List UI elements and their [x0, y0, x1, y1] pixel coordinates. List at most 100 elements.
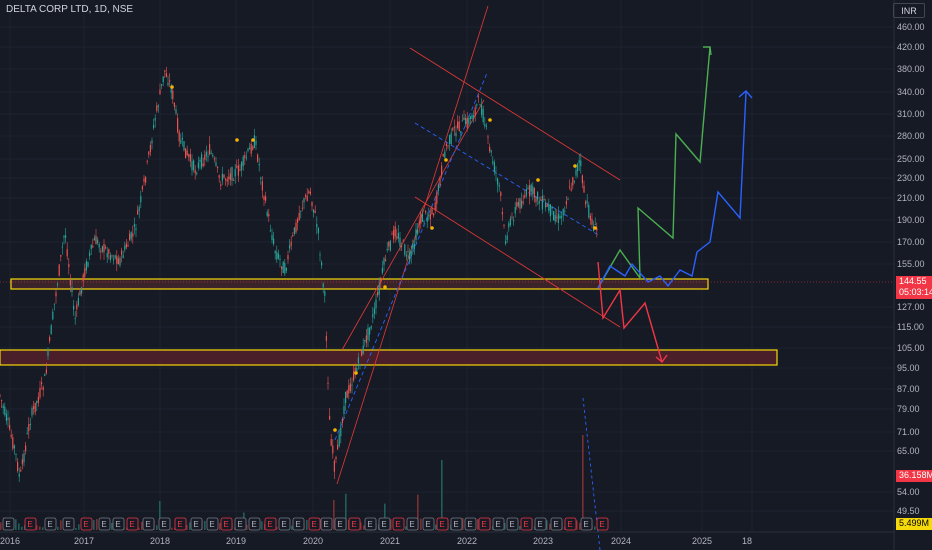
candle-body [287, 255, 289, 260]
candle-body [447, 145, 449, 147]
support-zone-upper[interactable] [10, 278, 709, 290]
earnings-marker[interactable]: E [278, 517, 291, 531]
earnings-marker[interactable]: E [142, 517, 155, 531]
candle-body [121, 250, 123, 255]
earnings-marker[interactable]: E [580, 517, 593, 531]
earnings-marker[interactable]: E [158, 517, 171, 531]
candle-body [396, 236, 398, 239]
earnings-marker[interactable]: E [308, 517, 321, 531]
price-tick-label: 170.00 [897, 237, 925, 247]
candle-body [399, 237, 401, 247]
earnings-marker[interactable]: E [478, 517, 491, 531]
earnings-marker[interactable]: E [492, 517, 505, 531]
currency-button[interactable]: INR [893, 3, 925, 18]
candle-body [37, 396, 39, 403]
symbol-title: DELTA CORP LTD, 1D, NSE [6, 4, 134, 15]
earnings-marker[interactable]: E [174, 517, 187, 531]
earnings-marker[interactable]: E [550, 517, 563, 531]
candle-body [361, 349, 363, 357]
channel-line-3[interactable] [409, 47, 621, 181]
price-tick-label: 420.00 [897, 42, 925, 52]
earnings-marker[interactable]: E [348, 517, 361, 531]
channel-line-2[interactable] [341, 99, 485, 351]
volume-bar [420, 518, 422, 530]
candle-body [490, 150, 492, 153]
candle-body [169, 80, 171, 82]
earnings-marker[interactable]: E [506, 517, 519, 531]
earnings-marker[interactable]: E [392, 517, 405, 531]
channel-line-4[interactable] [414, 196, 621, 328]
candle-body [18, 473, 20, 477]
candle-body [60, 255, 62, 257]
candle-body [156, 105, 158, 111]
candle-body [407, 250, 409, 252]
candle-body [437, 184, 439, 191]
blue-projection-path[interactable] [597, 91, 747, 289]
earnings-marker[interactable]: E [220, 517, 233, 531]
candle-body [28, 423, 30, 431]
candle-body [519, 198, 521, 209]
candle-body [463, 117, 465, 121]
earnings-marker[interactable]: E [44, 517, 57, 531]
earnings-marker[interactable]: E [206, 517, 219, 531]
earnings-marker[interactable]: E [62, 517, 75, 531]
candle-body [93, 237, 95, 241]
candle-body [319, 254, 321, 256]
earnings-marker[interactable]: E [98, 517, 111, 531]
volume-bar [96, 518, 98, 530]
earnings-marker[interactable]: E [126, 517, 139, 531]
volume-bar [60, 520, 62, 530]
earnings-marker[interactable]: E [2, 517, 15, 531]
earnings-marker[interactable]: E [406, 517, 419, 531]
earnings-marker[interactable]: E [24, 517, 37, 531]
earnings-marker[interactable]: E [534, 517, 547, 531]
svg-text:E: E [5, 520, 10, 529]
candle-body [439, 177, 441, 186]
last-price-tag: 144.55 05:03:14 [896, 276, 932, 299]
time-tick-label: 18 [742, 536, 753, 546]
candle-body [29, 423, 31, 425]
support-zones [0, 278, 778, 366]
candle-body [485, 125, 487, 127]
earnings-marker[interactable]: E [80, 517, 93, 531]
earnings-marker[interactable]: E [320, 517, 333, 531]
earnings-marker[interactable]: E [464, 517, 477, 531]
candle-body [201, 154, 203, 168]
candle-body [420, 213, 422, 224]
volume-bar [582, 435, 584, 530]
candle-body [425, 210, 427, 213]
candle-body [322, 283, 324, 288]
earnings-marker[interactable]: E [596, 517, 609, 531]
svg-text:E: E [193, 520, 198, 529]
earnings-marker[interactable]: E [450, 517, 463, 531]
earnings-marker[interactable]: E [436, 517, 449, 531]
candle-body [247, 148, 249, 152]
earnings-marker[interactable]: E [190, 517, 203, 531]
earnings-marker[interactable]: E [292, 517, 305, 531]
volume-bar [261, 521, 263, 530]
candle-body [92, 245, 94, 248]
earnings-marker[interactable]: E [378, 517, 391, 531]
dashed-trend-line[interactable] [414, 122, 601, 237]
earnings-marker[interactable]: E [520, 517, 533, 531]
candle-body [274, 250, 276, 254]
earnings-marker[interactable]: E [112, 517, 125, 531]
earnings-marker[interactable]: E [264, 517, 277, 531]
candle-body [343, 405, 345, 414]
candle-body [212, 154, 214, 157]
earnings-marker[interactable]: E [248, 517, 261, 531]
red-projection-path[interactable] [597, 261, 663, 363]
signal-dot [430, 226, 434, 230]
candle-body [228, 176, 230, 180]
earnings-marker[interactable]: E [234, 517, 247, 531]
earnings-marker[interactable]: E [564, 517, 577, 531]
support-zone-lower[interactable] [0, 349, 778, 366]
earnings-marker[interactable]: E [364, 517, 377, 531]
candle-body [233, 179, 235, 181]
candle-body [225, 179, 227, 181]
earnings-marker[interactable]: E [422, 517, 435, 531]
green-projection-path[interactable] [597, 46, 711, 289]
earnings-marker[interactable]: E [334, 517, 347, 531]
candle-body [450, 132, 452, 145]
